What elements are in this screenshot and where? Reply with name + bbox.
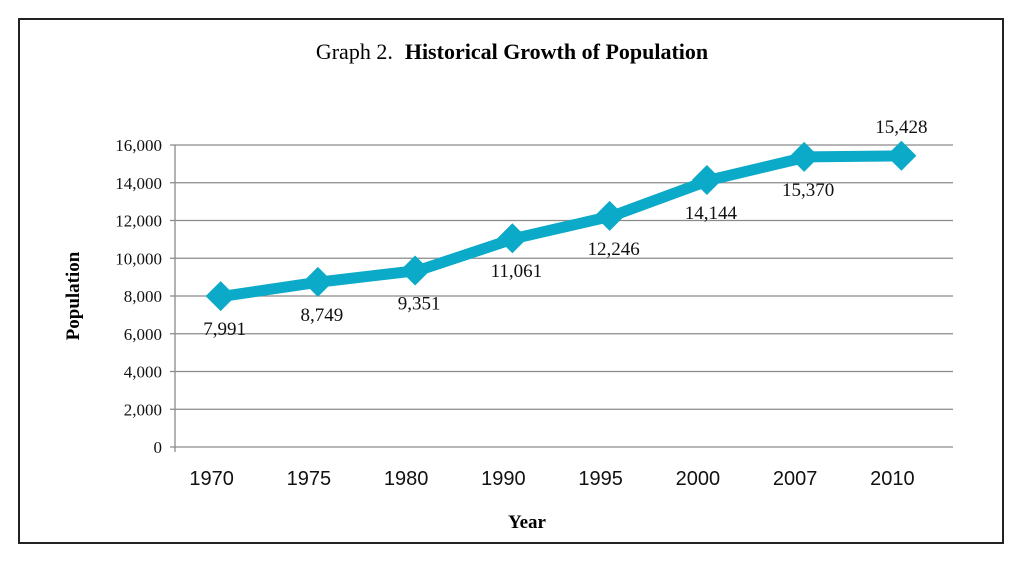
y-tick-label: 10,000 <box>115 249 162 268</box>
x-tick-label: 1995 <box>578 468 623 490</box>
y-tick-label: 14,000 <box>115 174 162 193</box>
x-tick-label: 2007 <box>773 468 818 490</box>
x-tick-label: 1975 <box>287 468 332 490</box>
data-label: 8,749 <box>301 305 344 326</box>
x-tick-label: 2000 <box>676 468 721 490</box>
y-tick-label: 6,000 <box>124 325 162 344</box>
data-point-marker <box>400 255 431 286</box>
data-point-marker <box>789 141 820 172</box>
y-tick-label: 2,000 <box>124 400 162 419</box>
y-tick-label: 12,000 <box>115 212 162 231</box>
chart-title: Graph 2. Historical Growth of Population <box>316 39 708 64</box>
data-label: 15,428 <box>875 117 927 138</box>
data-label: 12,246 <box>588 239 640 260</box>
x-tick-label: 2010 <box>870 468 915 490</box>
data-label: 9,351 <box>398 293 441 314</box>
x-tick-label: 1970 <box>189 468 234 490</box>
y-tick-label: 0 <box>154 438 163 457</box>
chart-title-main: Historical Growth of Population <box>405 39 708 64</box>
data-label: 7,991 <box>203 319 246 340</box>
y-tick-label: 4,000 <box>124 363 162 382</box>
data-point-marker <box>886 140 917 171</box>
x-tick-label: 1990 <box>481 468 526 490</box>
y-tick-label: 8,000 <box>124 287 162 306</box>
y-tick-label: 16,000 <box>115 136 162 155</box>
y-axis-label: Population <box>63 251 84 340</box>
data-point-marker <box>205 281 236 312</box>
data-point-marker <box>691 165 722 196</box>
data-point-marker <box>594 200 625 231</box>
data-label: 11,061 <box>491 261 543 282</box>
data-point-marker <box>497 223 528 254</box>
chart-title-prefix: Graph 2. <box>316 39 393 64</box>
x-axis-label: Year <box>508 512 547 533</box>
data-point-marker <box>302 266 333 297</box>
data-label: 14,144 <box>685 203 738 224</box>
series-line <box>222 150 905 302</box>
chart-frame <box>18 18 1004 544</box>
x-tick-label: 1980 <box>384 468 429 490</box>
data-label: 15,370 <box>782 180 834 201</box>
